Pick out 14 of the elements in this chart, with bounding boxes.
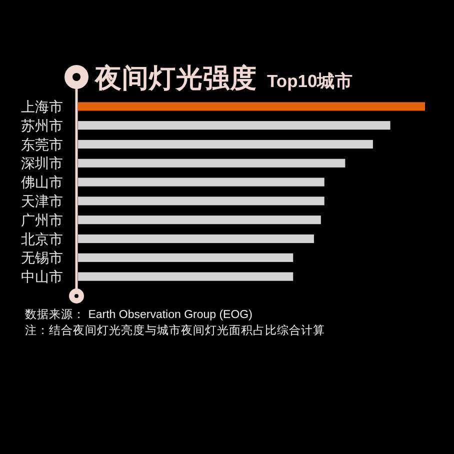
source-note: 数据来源： Earth Observation Group (EOG): [25, 308, 253, 321]
y-tick-label: 中山市: [21, 268, 63, 285]
y-tick-label: 无锡市: [21, 250, 63, 266]
chart-subtitle: Top10城市: [267, 71, 354, 91]
y-tick-label: 上海市: [21, 98, 63, 114]
y-tick-label: 天津市: [21, 192, 63, 209]
y-tick-label: 佛山市: [21, 174, 63, 190]
y-tick-label: 东莞市: [21, 136, 63, 152]
y-tick-label: 苏州市: [21, 117, 63, 134]
text: 注：结合夜间灯光亮度与城市夜间灯光面积占比综合计算: [25, 323, 325, 337]
y-tick-label: 北京市: [21, 230, 63, 247]
y-tick-label: 广州市: [21, 212, 63, 228]
chart-title: 夜间灯光强度: [94, 63, 257, 93]
y-tick-label: 深圳市: [21, 155, 63, 172]
